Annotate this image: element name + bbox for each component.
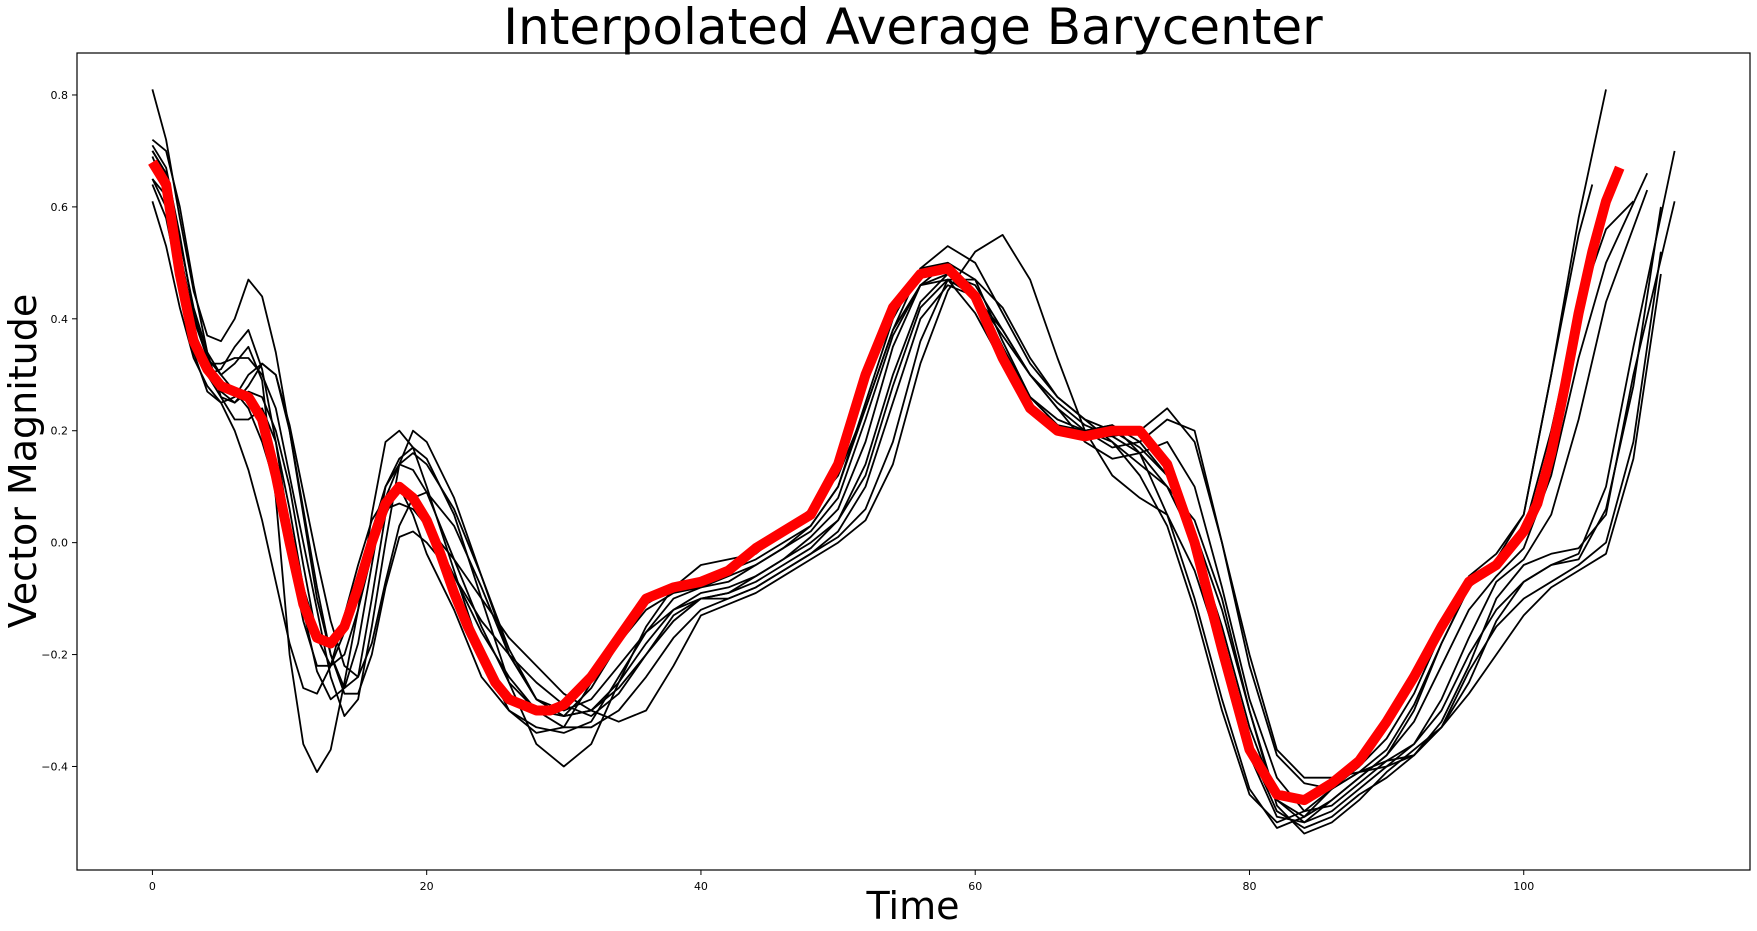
- x-tick-label: 80: [1242, 880, 1256, 893]
- plot-area: [148, 89, 1676, 835]
- y-tick-label: −0.2: [41, 649, 68, 662]
- x-tick-label: 0: [149, 880, 156, 893]
- y-tick-label: 0.2: [51, 425, 69, 438]
- x-tick-label: 100: [1513, 880, 1534, 893]
- x-tick-label: 20: [420, 880, 434, 893]
- y-tick-label: 0.8: [51, 89, 69, 102]
- y-axis: −0.4 −0.2 0.0 0.2 0.4 0.6 0.8: [41, 89, 77, 773]
- x-axis-label: Time: [866, 884, 960, 928]
- sample-series-line: [151, 150, 1676, 779]
- y-tick-label: 0.6: [51, 201, 69, 214]
- x-tick-label: 40: [694, 880, 708, 893]
- plot-frame: [76, 52, 1751, 871]
- x-axis: 0 20 40 60 80 100: [149, 870, 1534, 893]
- y-tick-label: −0.4: [41, 760, 68, 773]
- sample-series-line: [151, 201, 1662, 824]
- chart-title: Interpolated Average Barycenter: [503, 0, 1323, 56]
- barycenter-line: [148, 159, 1625, 806]
- y-tick-label: 0.0: [51, 537, 69, 550]
- y-tick-label: 0.4: [51, 313, 69, 326]
- x-tick-label: 60: [968, 880, 982, 893]
- y-axis-label: Vector Magnitude: [1, 294, 45, 629]
- sample-series-line: [151, 156, 1676, 790]
